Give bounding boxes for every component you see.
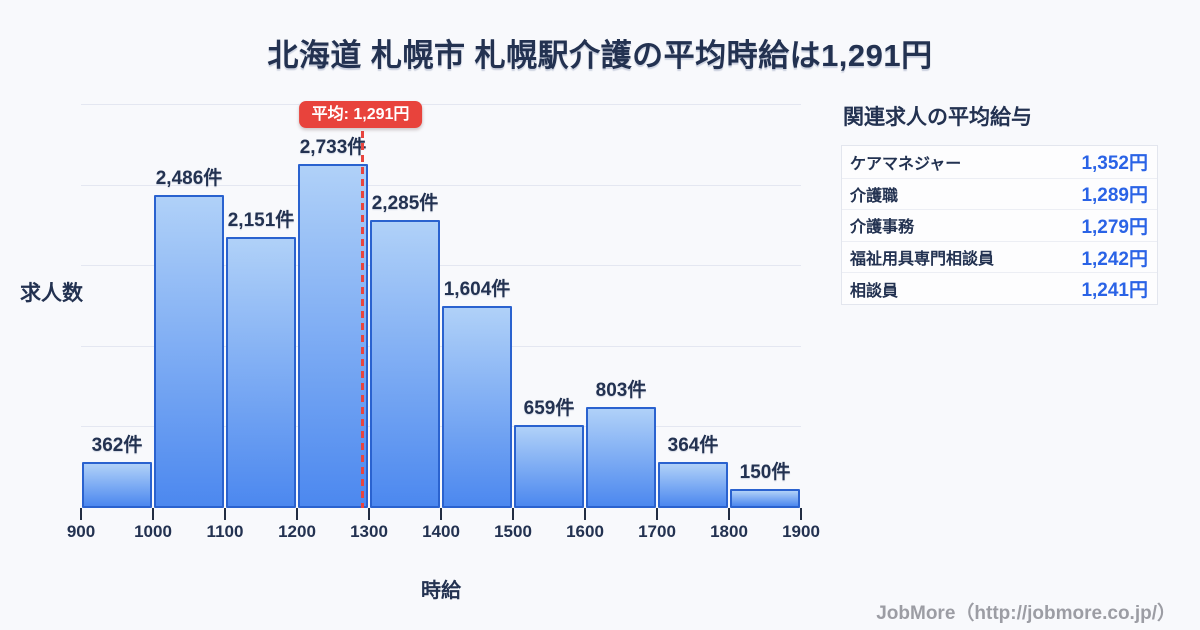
footer-credit: JobMore（http://jobmore.co.jp/） bbox=[876, 603, 1176, 624]
bar-count-label: 659件 bbox=[523, 398, 575, 420]
gridline bbox=[81, 104, 801, 105]
x-axis-tick bbox=[800, 508, 802, 520]
related-job-label: 相談員 bbox=[850, 282, 899, 300]
related-job-value: 1,242円 bbox=[1081, 248, 1148, 270]
bar-count-label: 364件 bbox=[667, 435, 719, 457]
gridline bbox=[81, 184, 801, 186]
x-axis-tick-label: 1900 bbox=[782, 522, 820, 541]
related-job-row: 福祉用具専門相談員 1,242円 bbox=[842, 240, 1157, 273]
mean-badge: 平均: 1,291円 bbox=[298, 101, 423, 128]
bar-count-label: 2,285件 bbox=[371, 193, 439, 215]
gridline bbox=[81, 265, 801, 267]
x-axis-tick-label: 1300 bbox=[350, 522, 388, 541]
x-axis-tick-label: 900 bbox=[66, 522, 96, 541]
x-axis-tick-label: 1500 bbox=[494, 522, 532, 541]
x-axis-tick bbox=[512, 508, 514, 520]
gridline bbox=[81, 345, 801, 347]
page-title: 北海道 札幌市 札幌駅介護の平均時給は1,291円 bbox=[267, 38, 933, 73]
x-axis-tick bbox=[224, 508, 226, 520]
related-job-value: 1,241円 bbox=[1081, 280, 1148, 302]
y-axis-label: 求人数 bbox=[20, 282, 83, 305]
related-job-value: 1,352円 bbox=[1081, 153, 1148, 175]
bar-count-label: 2,151件 bbox=[227, 210, 295, 232]
histogram-plot-area: 362件 2,486件 2,151件 2,733件 2,285件 1,604件 659件 80… bbox=[67, 101, 820, 541]
x-axis-tick-label: 1600 bbox=[566, 522, 604, 541]
x-axis-tick-label: 1000 bbox=[134, 522, 172, 541]
histogram-bar bbox=[370, 220, 440, 508]
x-axis-tick-label: 1200 bbox=[278, 522, 316, 541]
histogram-bar bbox=[442, 306, 512, 508]
related-jobs-list: ケアマネジャー 1,352円 介護職 1,289円 介護事務 1,279円 福祉用具専門相談… bbox=[841, 145, 1158, 305]
histogram-bar bbox=[658, 462, 728, 508]
bar-count-label: 2,733件 bbox=[299, 136, 367, 158]
bar-count-label: 362件 bbox=[91, 435, 143, 457]
histogram-bar bbox=[298, 163, 368, 508]
x-axis-tick bbox=[584, 508, 586, 520]
histogram-bar bbox=[226, 237, 296, 508]
related-job-label: 介護事務 bbox=[850, 219, 915, 237]
related-job-row: 介護職 1,289円 bbox=[842, 177, 1157, 210]
x-axis-tick bbox=[152, 508, 154, 520]
bar-count-label: 803件 bbox=[595, 379, 647, 401]
mean-line bbox=[361, 131, 365, 508]
related-job-value: 1,279円 bbox=[1081, 216, 1148, 238]
related-jobs-heading: 関連求人の平均給与 bbox=[843, 106, 1032, 129]
related-job-row: ケアマネジャー 1,352円 bbox=[842, 146, 1157, 178]
histogram-bar bbox=[154, 194, 224, 508]
x-axis-tick bbox=[296, 508, 298, 520]
bar-count-label: 150件 bbox=[739, 462, 791, 484]
related-job-value: 1,289円 bbox=[1081, 185, 1148, 207]
x-axis-tick-label: 1700 bbox=[638, 522, 676, 541]
x-axis-tick bbox=[368, 508, 370, 520]
related-job-label: 福祉用具専門相談員 bbox=[850, 251, 995, 269]
histogram-bar bbox=[730, 489, 800, 508]
gridline bbox=[81, 426, 801, 428]
histogram-bar bbox=[514, 425, 584, 508]
related-job-row: 介護事務 1,279円 bbox=[842, 209, 1157, 241]
bar-count-label: 2,486件 bbox=[155, 167, 223, 189]
bar-count-label: 1,604件 bbox=[443, 279, 511, 300]
x-axis-tick bbox=[728, 508, 730, 520]
x-axis-tick-label: 1400 bbox=[422, 522, 460, 541]
related-job-label: ケアマネジャー bbox=[850, 155, 962, 173]
x-axis-tick bbox=[80, 508, 82, 520]
related-job-label: 介護職 bbox=[850, 187, 899, 205]
histogram-bar bbox=[82, 462, 152, 508]
x-axis-tick-label: 1800 bbox=[710, 522, 748, 541]
x-axis-tick bbox=[656, 508, 658, 520]
x-axis-tick-label: 1100 bbox=[206, 522, 244, 541]
histogram-bar bbox=[586, 406, 656, 508]
x-axis-tick bbox=[440, 508, 442, 520]
related-job-row: 相談員 1,241円 bbox=[842, 272, 1157, 304]
x-axis-label: 時給 bbox=[421, 580, 461, 602]
